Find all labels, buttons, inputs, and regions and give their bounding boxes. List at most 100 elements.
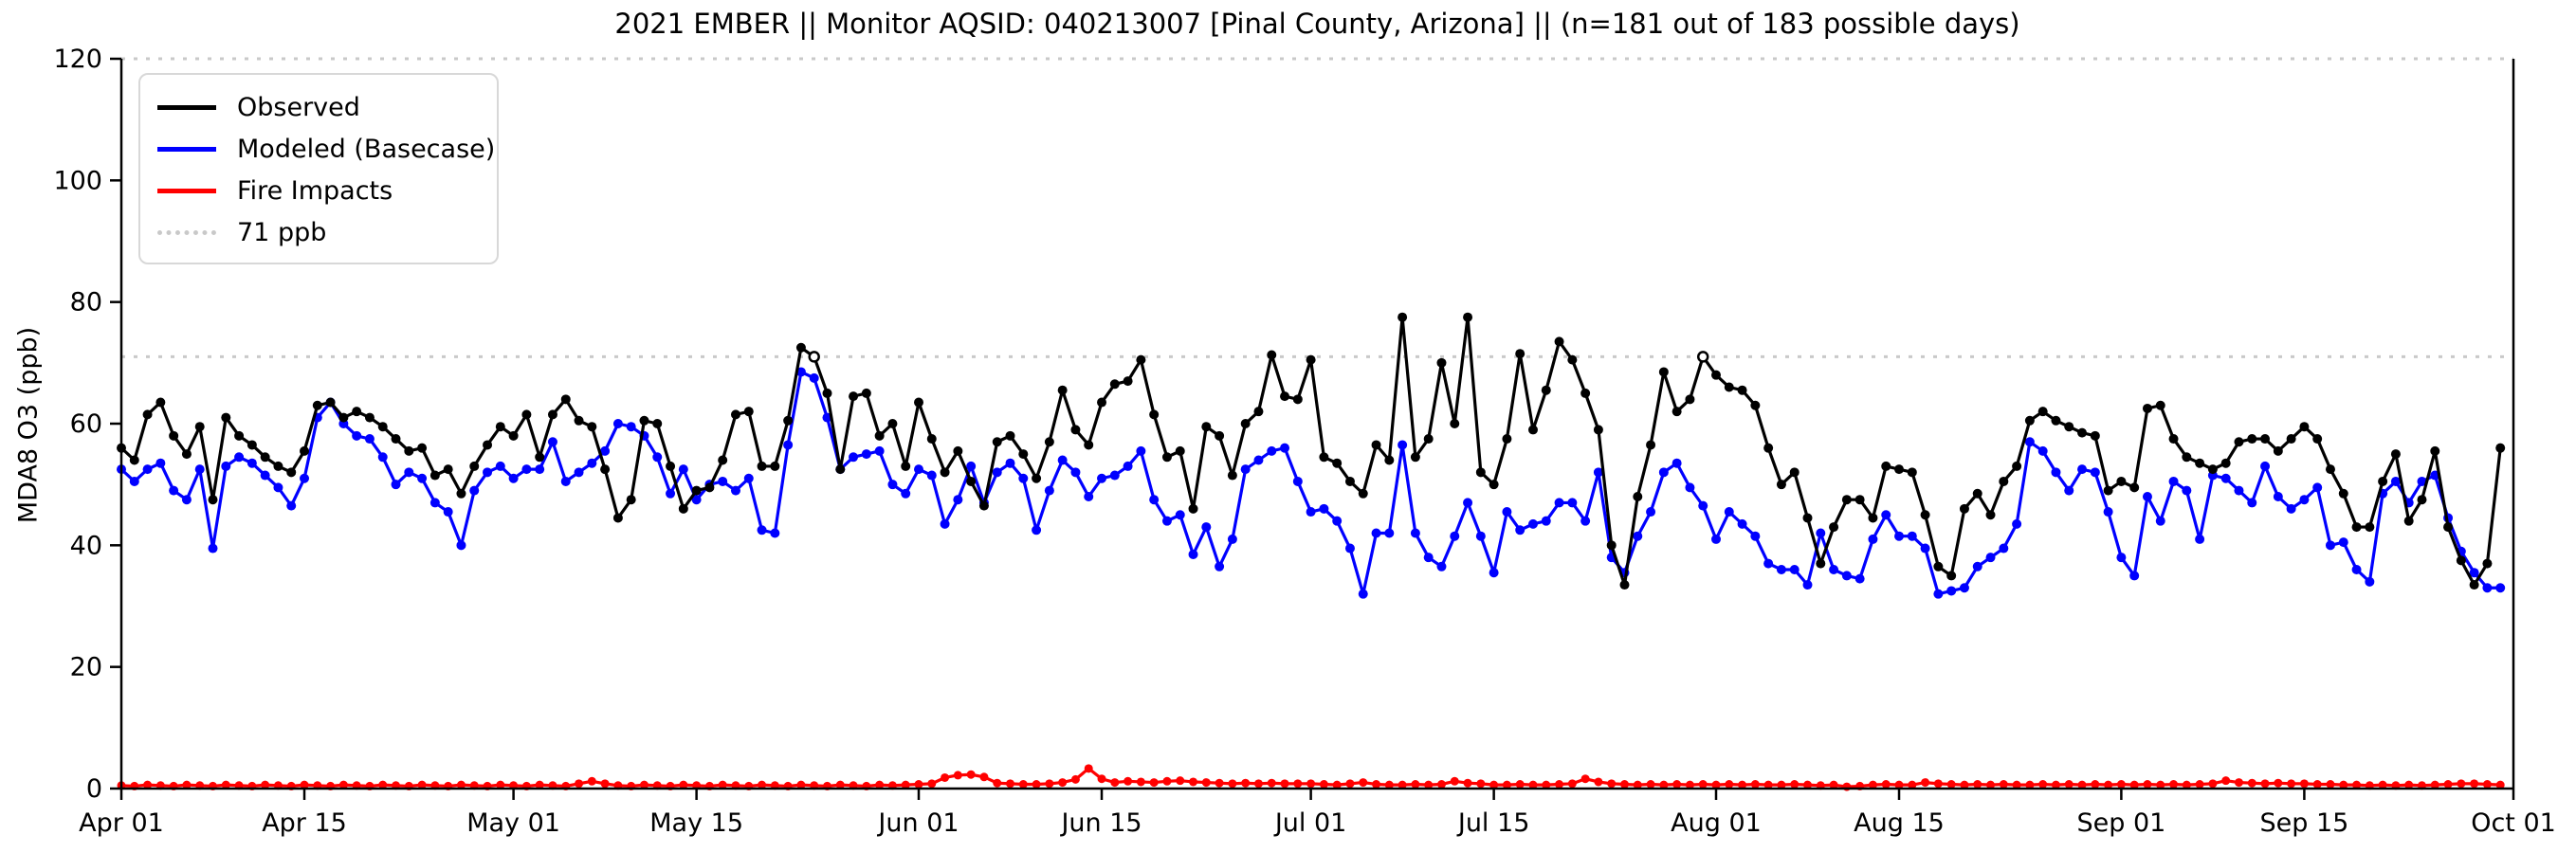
data-point	[2012, 518, 2022, 529]
data-point	[429, 498, 440, 508]
data-point	[1933, 779, 1943, 789]
data-point	[1672, 407, 1682, 417]
data-point	[1696, 351, 1709, 363]
data-point	[1332, 458, 1343, 468]
data-point	[2064, 780, 2074, 789]
legend-line-sample-solid	[157, 188, 216, 193]
data-point	[1124, 776, 1133, 786]
data-point	[391, 480, 401, 490]
data-point	[639, 415, 649, 426]
legend-line-sample-dotted	[157, 229, 216, 235]
data-point	[2169, 780, 2179, 789]
data-point	[300, 473, 310, 483]
legend-item: Fire Impacts	[157, 170, 497, 211]
data-point	[783, 415, 794, 426]
data-point	[1319, 780, 1328, 789]
data-point	[1005, 430, 1015, 441]
data-point	[221, 461, 231, 471]
data-point	[1933, 561, 1944, 572]
data-point	[1005, 458, 1015, 468]
data-point	[1580, 774, 1590, 784]
data-point	[1149, 495, 1160, 505]
data-point	[1423, 553, 1434, 563]
data-point	[691, 495, 702, 505]
data-point	[1463, 312, 1473, 322]
data-point	[940, 467, 950, 478]
data-point	[1580, 516, 1591, 526]
data-point	[1894, 531, 1905, 541]
data-point	[1175, 445, 1185, 456]
data-point	[325, 397, 336, 408]
data-point	[1685, 780, 1694, 789]
data-point	[2012, 780, 2021, 789]
data-point	[417, 780, 427, 789]
data-point	[181, 449, 192, 460]
data-point	[979, 772, 989, 782]
data-point	[1319, 452, 1329, 463]
data-point	[2234, 437, 2244, 447]
data-point	[2443, 780, 2453, 789]
data-point	[2443, 522, 2454, 533]
data-point	[2051, 467, 2061, 478]
data-point	[1881, 780, 1891, 789]
data-point	[2195, 458, 2205, 468]
data-point	[1018, 780, 1028, 789]
data-point	[2247, 498, 2257, 508]
data-point	[1136, 354, 1146, 365]
data-point	[1097, 473, 1107, 483]
data-point	[901, 488, 911, 499]
data-point	[2325, 540, 2335, 551]
data-point	[1738, 780, 1747, 789]
data-point	[2156, 780, 2165, 789]
data-point	[2482, 583, 2493, 593]
data-point	[2312, 482, 2323, 493]
data-point	[2129, 571, 2140, 581]
data-point	[1058, 778, 1068, 788]
data-point	[2338, 537, 2348, 548]
data-point	[1176, 776, 1185, 786]
data-point	[2064, 422, 2074, 432]
legend-item-label: Modeled (Basecase)	[237, 134, 496, 164]
data-point	[1253, 455, 1264, 465]
data-point	[600, 779, 610, 789]
data-point	[1672, 780, 1682, 789]
data-point	[1515, 780, 1525, 789]
data-point	[1372, 780, 1381, 789]
data-point	[456, 780, 466, 789]
data-point	[521, 409, 532, 420]
data-point	[2012, 461, 2022, 471]
data-point	[1358, 488, 1368, 499]
data-point	[286, 467, 297, 478]
data-point	[1816, 558, 1826, 569]
data-point	[560, 476, 571, 486]
data-point	[1344, 476, 1355, 486]
data-point	[417, 473, 428, 483]
data-point	[143, 780, 153, 789]
data-point	[194, 422, 205, 432]
x-tick-label: Sep 15	[2259, 808, 2348, 838]
data-point	[300, 780, 309, 789]
data-point	[941, 772, 950, 782]
data-point	[2260, 434, 2271, 445]
data-point	[2247, 778, 2256, 788]
data-point	[1790, 780, 1800, 789]
data-point	[1854, 495, 1865, 505]
data-point	[2286, 503, 2296, 514]
series-modeled-basecase-	[117, 367, 2506, 599]
data-point	[1946, 571, 1957, 581]
data-point	[483, 467, 493, 478]
data-point	[1789, 565, 1800, 574]
data-point	[1776, 480, 1786, 490]
y-axis-label: MDA8 O3 (ppb)	[13, 326, 44, 524]
data-point	[1084, 764, 1093, 773]
data-point	[508, 473, 519, 483]
data-point	[2365, 522, 2375, 533]
data-point	[1725, 780, 1734, 789]
data-point	[666, 488, 676, 499]
data-point	[1567, 779, 1577, 789]
data-point	[260, 470, 270, 481]
data-point	[2417, 495, 2427, 505]
data-point	[1292, 394, 1303, 405]
data-point	[2247, 434, 2257, 445]
data-point	[757, 525, 767, 535]
